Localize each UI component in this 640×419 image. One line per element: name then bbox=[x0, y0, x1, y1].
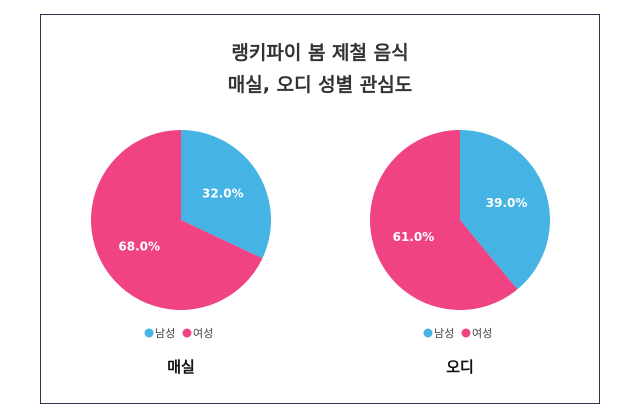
data-label: 39.0% bbox=[486, 196, 528, 210]
chart-title-line1: 랭키파이 봄 제철 음식 bbox=[231, 42, 409, 64]
legend-label: 여성 bbox=[193, 327, 213, 340]
legend-marker bbox=[423, 328, 433, 338]
data-label: 61.0% bbox=[393, 230, 435, 244]
legend-label: 남성 bbox=[434, 327, 454, 340]
legend-marker bbox=[461, 328, 471, 338]
pie-slice-male bbox=[460, 130, 550, 290]
pie-label: 오디 bbox=[446, 358, 474, 376]
pie-slice-male bbox=[181, 130, 271, 259]
pie-slice-female bbox=[369, 130, 518, 311]
data-label: 68.0% bbox=[118, 240, 160, 254]
pie-slice-female bbox=[91, 130, 263, 310]
legend-marker bbox=[182, 328, 192, 338]
data-label: 32.0% bbox=[202, 186, 244, 200]
chart-title-line2: 매실, 오디 성별 관심도 bbox=[227, 74, 413, 96]
legend-marker bbox=[144, 328, 154, 338]
pie-label: 매실 bbox=[167, 358, 195, 376]
legend-label: 여성 bbox=[472, 327, 492, 340]
chart-frame bbox=[40, 14, 600, 404]
legend-label: 남성 bbox=[155, 327, 175, 340]
